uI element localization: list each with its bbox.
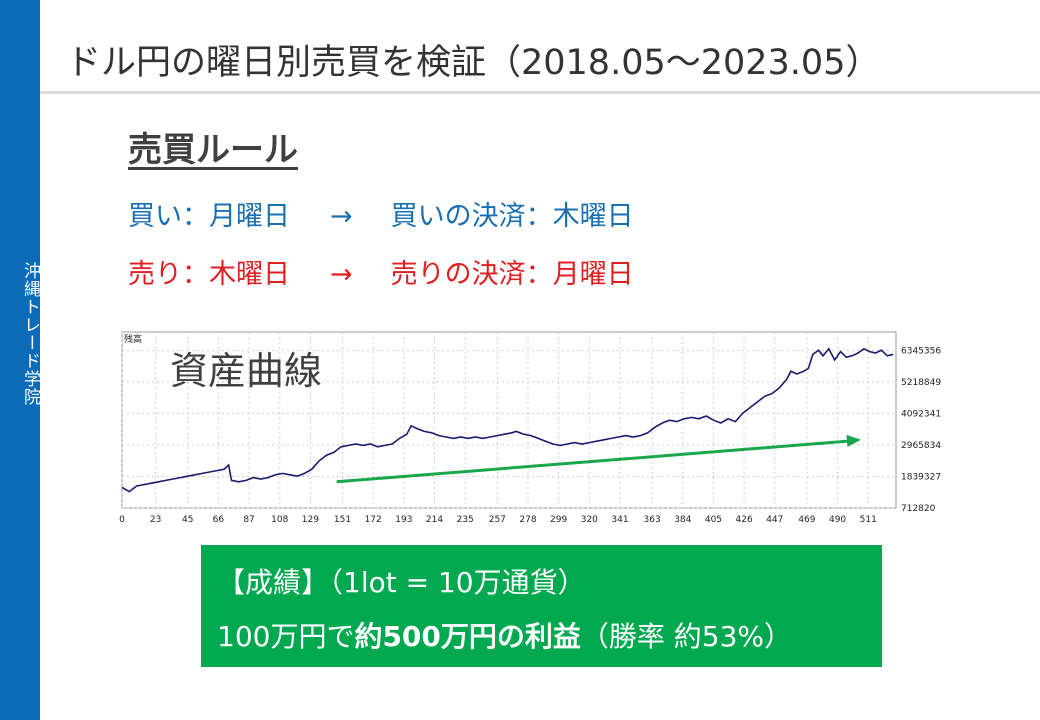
y-tick-label: 1839327 xyxy=(901,472,941,482)
x-tick-label: 511 xyxy=(860,515,877,525)
x-tick-label: 405 xyxy=(705,515,722,525)
results-summary: 100万円で約500万円の利益（勝率 約53%） xyxy=(217,615,792,655)
results-winrate: （勝率 約53%） xyxy=(580,620,793,653)
equity-chart: 0 23 45 66 87 108 129 151 172 193 214 235 257 278 299 3… xyxy=(118,328,948,528)
x-tick-label: 363 xyxy=(644,515,661,525)
x-tick-label: 426 xyxy=(736,515,753,525)
equity-series-line xyxy=(121,347,894,493)
x-tick-label: 214 xyxy=(426,515,443,525)
x-tick-label: 23 xyxy=(150,515,161,525)
results-heading: 【成績】（1lot = 10万通貨） xyxy=(217,566,586,599)
x-tick-label: 235 xyxy=(457,515,474,525)
title-divider xyxy=(40,91,1040,94)
x-tick-label: 278 xyxy=(519,515,536,525)
x-tick-label: 490 xyxy=(829,515,846,525)
buy-exit: 買いの決済：木曜日 xyxy=(390,201,634,232)
x-tick-label: 108 xyxy=(271,515,288,525)
x-tick-label: 193 xyxy=(395,515,412,525)
x-tick-label: 299 xyxy=(550,515,567,525)
page-title: ドル円の曜日別売買を検証（2018.05～2023.05） xyxy=(66,43,881,83)
sell-exit: 売りの決済：月曜日 xyxy=(390,259,634,290)
x-tick-label: 66 xyxy=(213,515,225,525)
results-box: 【成績】（1lot = 10万通貨） 100万円で約500万円の利益（勝率 約5… xyxy=(201,545,882,667)
sidebar: 沖縄トレード学院 xyxy=(0,0,40,720)
y-tick-label: 2965834 xyxy=(901,441,941,451)
buy-rule: 買い：月曜日 → 買いの決済：木曜日 xyxy=(128,194,634,233)
x-tick-label: 129 xyxy=(302,515,319,525)
x-tick-label: 469 xyxy=(798,515,815,525)
buy-entry: 買い：月曜日 xyxy=(128,201,290,232)
x-tick-label: 341 xyxy=(611,515,628,525)
sell-entry: 売り：木曜日 xyxy=(128,259,290,290)
x-tick-label: 172 xyxy=(365,515,382,525)
x-tick-label: 447 xyxy=(766,515,783,525)
trend-arrow-head xyxy=(846,434,861,447)
y-tick-label: 712820 xyxy=(901,504,936,514)
rules-heading: 売買ルール xyxy=(128,130,298,170)
x-tick-label: 320 xyxy=(581,515,598,525)
corner-label: 残高 xyxy=(124,333,142,345)
x-tick-label: 384 xyxy=(674,515,691,525)
y-tick-label: 4092341 xyxy=(901,409,941,419)
y-tick-label: 6345356 xyxy=(901,346,941,356)
sell-arrow: → xyxy=(330,259,353,290)
x-tick-label: 257 xyxy=(489,515,506,525)
y-tick-label: 5218849 xyxy=(901,378,941,388)
x-tick-label: 87 xyxy=(243,515,254,525)
chart-title: 資産曲線 xyxy=(170,349,323,393)
x-tick-label: 0 xyxy=(119,515,125,525)
sell-rule: 売り：木曜日 → 売りの決済：月曜日 xyxy=(128,252,634,291)
trend-arrow-line xyxy=(336,439,854,484)
results-profit: 約500万円の利益 xyxy=(354,620,581,653)
buy-arrow: → xyxy=(330,201,353,232)
x-tick-label: 151 xyxy=(334,515,351,525)
equity-chart-svg: 0 23 45 66 87 108 129 151 172 193 214 235 257 278 299 3… xyxy=(119,331,941,525)
results-prefix: 100万円で xyxy=(217,620,355,653)
x-tick-label: 45 xyxy=(182,515,193,525)
sidebar-school-name: 沖縄トレード学院 xyxy=(20,262,40,406)
